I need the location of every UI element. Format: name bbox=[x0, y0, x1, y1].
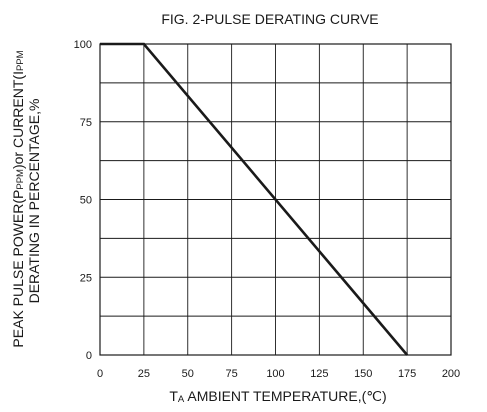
x-tick-labels: 0 25 50 75 100 125 150 175 200 bbox=[97, 368, 460, 380]
derating-curve-line bbox=[100, 42, 409, 356]
x-axis-label: TA AMBIENT TEMPERATURE,(℃) bbox=[169, 388, 386, 405]
x-tick-label-200: 200 bbox=[442, 368, 460, 380]
y-tick-label-50: 50 bbox=[80, 195, 92, 207]
x-tick-label-50: 50 bbox=[182, 368, 194, 380]
x-tick-label-150: 150 bbox=[354, 368, 372, 380]
plot-frame bbox=[99, 43, 452, 356]
y-tick-labels: 0 25 50 75 100 bbox=[74, 39, 92, 362]
y-tick-label-25: 25 bbox=[80, 272, 92, 284]
x-tick-label-100: 100 bbox=[266, 368, 284, 380]
x-tick-label-175: 175 bbox=[398, 368, 416, 380]
plot-frame-border bbox=[99, 43, 452, 356]
y-tick-label-100: 100 bbox=[74, 39, 92, 51]
chart-title: FIG. 2-PULSE DERATING CURVE bbox=[161, 11, 378, 27]
x-tick-label-125: 125 bbox=[310, 368, 328, 380]
x-tick-label-75: 75 bbox=[226, 368, 238, 380]
y-tick-label-75: 75 bbox=[80, 117, 92, 129]
series-layer bbox=[100, 42, 409, 356]
y-axis-label-line1: PEAK PULSE POWER(PPPM)or CURRENT(IPPM bbox=[10, 50, 26, 347]
y-axis-label-line2: DERATING IN PERCENTAGE,% bbox=[26, 99, 42, 304]
y-tick-label-0: 0 bbox=[86, 350, 92, 362]
x-tick-label-0: 0 bbox=[97, 368, 103, 380]
x-tick-label-25: 25 bbox=[138, 368, 150, 380]
